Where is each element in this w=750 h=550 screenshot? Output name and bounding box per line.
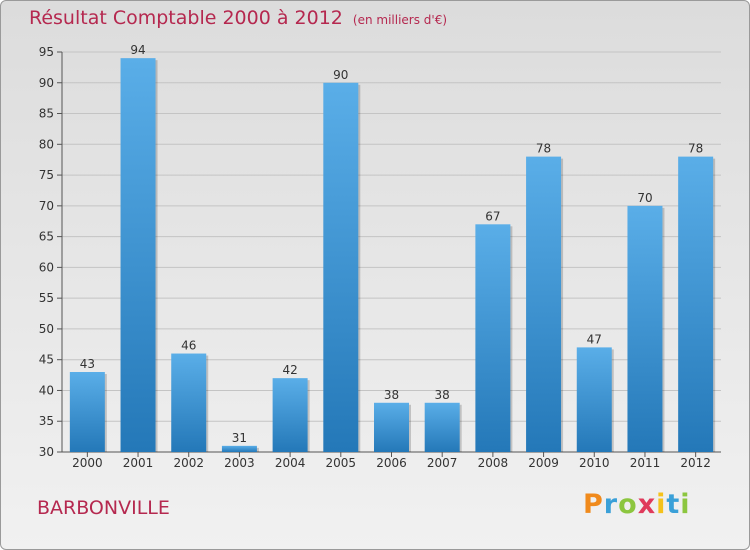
- x-tick-label: 2007: [427, 456, 458, 470]
- bar: [171, 353, 207, 452]
- x-tick-label: 2002: [173, 456, 204, 470]
- y-tick-label: 40: [39, 383, 54, 397]
- bar-value-label: 94: [130, 43, 145, 57]
- bar: [221, 445, 257, 452]
- bar-value-label: 38: [384, 388, 399, 402]
- y-tick-label: 30: [39, 445, 54, 459]
- bar-value-label: 31: [232, 431, 247, 445]
- logo-letter-t: t: [666, 489, 681, 520]
- bar-value-label: 46: [181, 339, 196, 353]
- bar-value-label: 38: [435, 388, 450, 402]
- x-tick-label: 2010: [579, 456, 610, 470]
- y-tick-label: 45: [39, 353, 54, 367]
- bar: [69, 372, 105, 452]
- y-tick-label: 85: [39, 107, 54, 121]
- bar: [627, 205, 663, 452]
- y-tick-label: 55: [39, 291, 54, 305]
- chart-subtitle: (en milliers d'€): [352, 13, 448, 27]
- logo-letter-o: o: [618, 489, 638, 520]
- y-tick-label: 60: [39, 260, 54, 274]
- bar-value-label: 78: [688, 142, 703, 156]
- y-tick-label: 75: [39, 168, 54, 182]
- bar-value-label: 78: [536, 142, 551, 156]
- bar-value-label: 42: [282, 363, 297, 377]
- x-tick-label: 2004: [275, 456, 306, 470]
- x-tick-label: 2009: [528, 456, 559, 470]
- bar: [374, 402, 409, 452]
- chart-title: Résultat Comptable 2000 à 2012 (en millie…: [29, 7, 447, 29]
- bar-value-label: 43: [80, 357, 95, 371]
- bar: [120, 58, 156, 453]
- x-tick-label: 2012: [680, 456, 711, 470]
- x-tick-label: 2006: [376, 456, 407, 470]
- y-tick-label: 90: [39, 76, 54, 90]
- bar: [576, 347, 612, 452]
- x-tick-label: 2001: [123, 456, 154, 470]
- chart-title-text: Résultat Comptable 2000 à 2012: [29, 7, 343, 29]
- logo-letter-i2: i: [680, 489, 691, 520]
- bar: [678, 156, 714, 452]
- y-tick-label: 65: [39, 230, 54, 244]
- y-tick-label: 95: [39, 45, 54, 59]
- bar-value-label: 90: [333, 68, 348, 82]
- bar: [475, 224, 511, 452]
- logo-letter-i1: i: [656, 489, 667, 520]
- bar: [526, 156, 562, 452]
- y-tick-label: 50: [39, 322, 54, 336]
- bar: [323, 82, 359, 453]
- y-tick-label: 35: [39, 414, 54, 428]
- x-tick-label: 2005: [326, 456, 357, 470]
- y-tick-label: 70: [39, 199, 54, 213]
- bar-value-label: 70: [637, 191, 652, 205]
- proxiti-logo: Proxiti: [583, 489, 691, 520]
- city-name: BARBONVILLE: [37, 497, 170, 519]
- bar-value-label: 67: [485, 209, 500, 223]
- bar: [272, 378, 308, 452]
- x-tick-label: 2008: [478, 456, 509, 470]
- bar: [424, 402, 460, 452]
- bar-value-label: 47: [587, 332, 602, 346]
- logo-letter-p: P: [583, 489, 604, 520]
- logo-letter-x: x: [637, 489, 657, 520]
- logo-letter-r: r: [603, 489, 619, 520]
- x-tick-label: 2011: [630, 456, 661, 470]
- x-tick-label: 2000: [72, 456, 103, 470]
- x-tick-label: 2003: [224, 456, 255, 470]
- y-tick-label: 80: [39, 137, 54, 151]
